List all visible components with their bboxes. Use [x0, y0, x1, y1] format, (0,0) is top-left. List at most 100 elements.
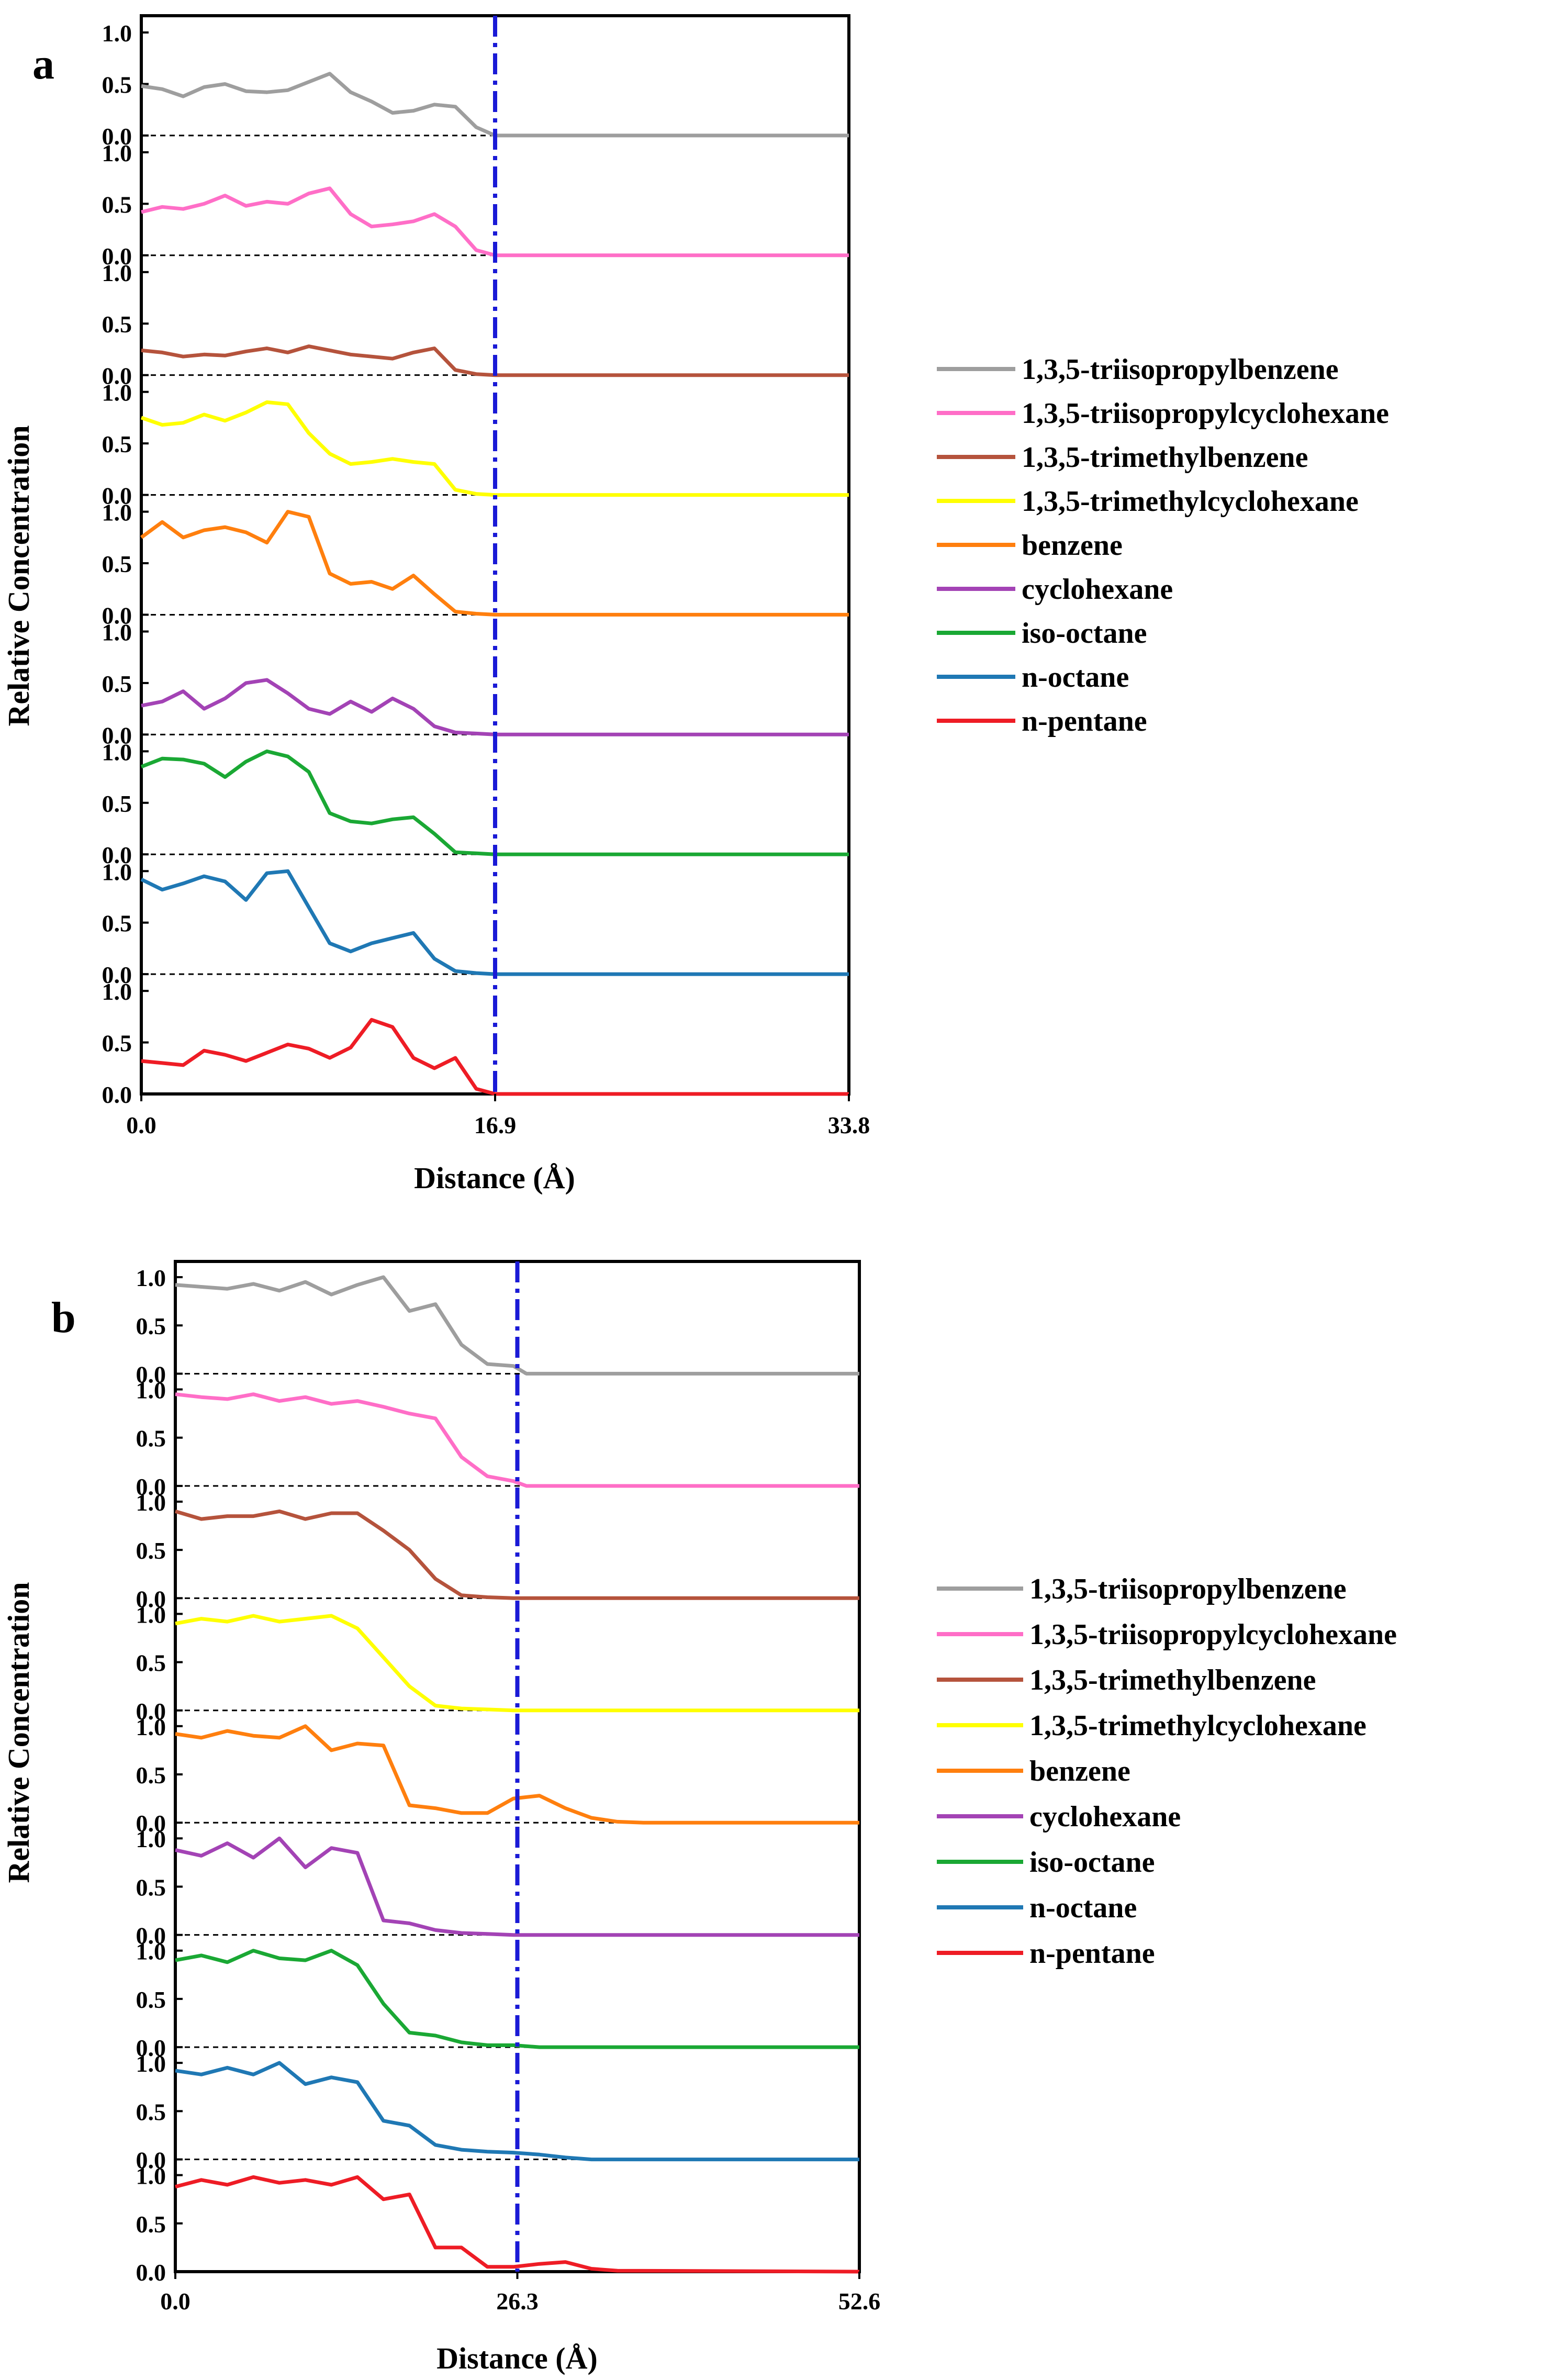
legend-b: 1,3,5-triisopropylbenzene 1,3,5-triisopro…	[937, 1573, 1397, 1970]
series-line-a-1-3-5-trimethylbenzene	[141, 344, 849, 377]
panel-label-a: a	[32, 40, 54, 88]
series-line-a-n-octane	[140, 869, 849, 976]
y-tick-label: 1.0	[102, 20, 132, 47]
series-line-b-benzene	[175, 1724, 859, 1825]
y-tick-label: 1.0	[102, 619, 132, 645]
series-line-b-n-octane	[175, 2061, 859, 2162]
y-tick-label: 0.0	[102, 602, 132, 629]
y-tick-label: 1.0	[136, 1265, 166, 1291]
y-tick-label: 0.0	[102, 722, 132, 748]
legend-item-b-5: cyclohexane	[937, 1801, 1181, 1833]
series-line-b-1-3-5-trimethylcyclohexane	[175, 1614, 859, 1713]
y-tick-label: 1.0	[136, 2163, 166, 2189]
legend-label: 1,3,5-triisopropylcyclohexane	[1029, 1618, 1397, 1651]
y-tick-label: 1.0	[136, 1826, 166, 1852]
y-tick-label: 0.5	[102, 191, 132, 218]
series-line-b-n-pentane	[175, 2175, 860, 2274]
panel-label-b: b	[51, 1293, 76, 1342]
y-tick-label: 1.0	[136, 1601, 166, 1628]
series-line-b-1-3-5-triisopropylcyclohexane	[175, 1392, 859, 1488]
y-tick-label: 1.0	[102, 140, 132, 166]
y-tick-label: 1.0	[102, 379, 132, 406]
y-tick-label: 0.0	[102, 243, 132, 270]
x-tick-label: 0.0	[126, 1112, 156, 1138]
panel-a: a Relative Concentration Distance (Å) 0.…	[2, 14, 1389, 1195]
legend-item-b-2: 1,3,5-trimethylbenzene	[937, 1664, 1316, 1696]
legend-item-a-5: cyclohexane	[937, 573, 1173, 606]
legend-item-a-0: 1,3,5-triisopropylbenzene	[937, 353, 1339, 386]
legend-item-b-0: 1,3,5-triisopropylbenzene	[937, 1573, 1347, 1605]
ylabel-a: Relative Concentration	[2, 425, 36, 726]
y-tick-label: 0.5	[136, 1874, 166, 1901]
y-tick-label: 0.0	[136, 1698, 166, 1725]
y-tick-label: 1.0	[102, 499, 132, 526]
y-tick-label: 1.0	[102, 260, 132, 286]
xlabel-a: Distance (Å)	[414, 1161, 575, 1195]
y-tick-label: 0.5	[136, 1986, 166, 2013]
x-tick-label: 16.9	[474, 1112, 517, 1138]
y-tick-label: 0.0	[136, 1810, 166, 1837]
legend-label: 1,3,5-trimethylcyclohexane	[1022, 485, 1359, 518]
series-line-b-iso-octane	[175, 1949, 859, 2049]
x-tick-label: 52.6	[838, 2288, 881, 2315]
x-tick-label: 26.3	[496, 2288, 539, 2315]
y-tick-label: 1.0	[136, 1714, 166, 1740]
series-line-b-1-3-5-trimethylbenzene	[175, 1509, 859, 1600]
legend-label: benzene	[1022, 529, 1123, 562]
legend-item-a-4: benzene	[937, 529, 1123, 562]
legend-a: 1,3,5-triisopropylbenzene 1,3,5-triisopro…	[937, 353, 1389, 738]
legend-label: iso-octane	[1029, 1846, 1155, 1879]
y-tick-label: 0.0	[102, 962, 132, 988]
series-line-a-1-3-5-triisopropylbenzene	[141, 72, 849, 138]
legend-label: n-pentane	[1029, 1937, 1155, 1970]
y-tick-label: 1.0	[102, 978, 132, 1005]
xlabel-b: Distance (Å)	[436, 2341, 598, 2375]
y-tick-label: 0.0	[136, 1361, 166, 1388]
y-tick-label: 0.5	[102, 790, 132, 817]
legend-label: iso-octane	[1022, 617, 1147, 650]
y-tick-label: 0.0	[136, 1923, 166, 1949]
y-tick-label: 0.5	[102, 1030, 132, 1057]
y-tick-label: 0.5	[136, 2098, 166, 2125]
y-tick-label: 0.0	[102, 363, 132, 389]
y-tick-label: 0.5	[102, 71, 132, 98]
plot-area-b: 0.00.51.00.00.51.00.00.51.00.00.51.00.00…	[136, 1260, 881, 2315]
series-line-a-cyclohexane	[141, 678, 849, 736]
y-tick-label: 0.5	[102, 671, 132, 697]
x-tick-label: 33.8	[828, 1112, 870, 1138]
y-tick-label: 0.0	[102, 123, 132, 150]
y-tick-label: 0.0	[136, 1473, 166, 1500]
y-tick-label: 0.5	[136, 1537, 166, 1564]
y-tick-label: 0.5	[102, 431, 132, 457]
legend-item-a-8: n-pentane	[937, 705, 1147, 738]
y-tick-label: 1.0	[136, 1938, 166, 1965]
y-tick-label: 0.5	[102, 551, 132, 577]
series-line-b-1-3-5-triisopropylbenzene	[175, 1275, 859, 1376]
legend-item-a-3: 1,3,5-trimethylcyclohexane	[937, 485, 1359, 518]
y-tick-label: 0.5	[136, 1650, 166, 1677]
y-tick-label: 1.0	[102, 858, 132, 885]
legend-item-a-6: iso-octane	[937, 617, 1147, 650]
y-tick-label: 0.0	[136, 2147, 166, 2174]
y-tick-label: 0.0	[136, 2035, 166, 2061]
y-tick-label: 0.0	[102, 1081, 132, 1108]
legend-item-b-3: 1,3,5-trimethylcyclohexane	[937, 1709, 1366, 1742]
series-line-b-cyclohexane	[175, 1836, 859, 1937]
legend-label: 1,3,5-trimethylbenzene	[1022, 441, 1308, 474]
ylabel-b: Relative Concentration	[2, 1582, 36, 1883]
y-tick-label: 0.5	[136, 1762, 166, 1789]
legend-label: n-octane	[1022, 661, 1129, 694]
series-line-a-iso-octane	[140, 749, 849, 856]
legend-label: 1,3,5-triisopropylcyclohexane	[1022, 397, 1389, 430]
legend-label: 1,3,5-trimethylbenzene	[1029, 1664, 1316, 1696]
y-tick-label: 0.0	[102, 842, 132, 868]
legend-label: benzene	[1029, 1755, 1130, 1787]
legend-item-b-1: 1,3,5-triisopropylcyclohexane	[937, 1618, 1397, 1651]
y-tick-label: 0.5	[136, 1313, 166, 1339]
y-tick-label: 1.0	[136, 2050, 166, 2077]
y-tick-label: 0.5	[102, 910, 132, 937]
y-tick-label: 0.5	[136, 2211, 166, 2238]
series-line-a-1-3-5-triisopropylcyclohexane	[141, 186, 849, 258]
legend-label: 1,3,5-trimethylcyclohexane	[1029, 1709, 1366, 1742]
